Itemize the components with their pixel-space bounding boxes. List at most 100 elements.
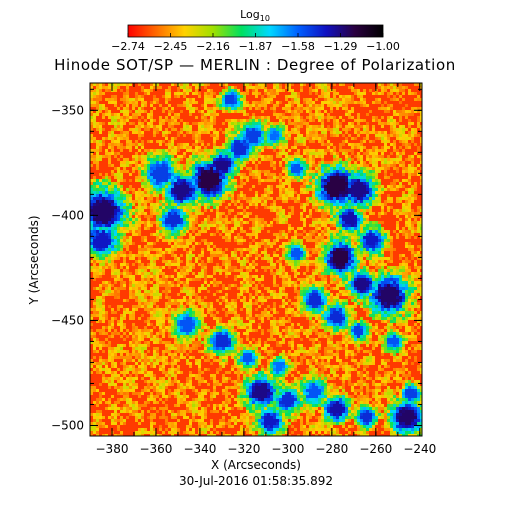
heatmap-cell bbox=[288, 179, 291, 182]
heatmap-cell bbox=[309, 110, 312, 113]
heatmap-cell bbox=[99, 197, 102, 200]
heatmap-cell bbox=[393, 125, 396, 128]
heatmap-cell bbox=[168, 179, 171, 182]
heatmap-cell bbox=[210, 125, 213, 128]
heatmap-cell bbox=[129, 173, 132, 176]
heatmap-cell bbox=[345, 269, 348, 272]
heatmap-cell bbox=[321, 212, 324, 215]
heatmap-cell bbox=[300, 185, 303, 188]
heatmap-cell bbox=[348, 194, 351, 197]
heatmap-cell bbox=[255, 134, 258, 137]
heatmap-cell bbox=[345, 125, 348, 128]
heatmap-cell bbox=[261, 104, 264, 107]
heatmap-cell bbox=[117, 218, 120, 221]
heatmap-cell bbox=[234, 200, 237, 203]
heatmap-cell bbox=[180, 185, 183, 188]
heatmap-cell bbox=[294, 101, 297, 104]
heatmap-cell bbox=[324, 86, 327, 89]
heatmap-cell bbox=[123, 113, 126, 116]
heatmap-cell bbox=[324, 215, 327, 218]
heatmap-cell bbox=[96, 218, 99, 221]
heatmap-cell bbox=[96, 155, 99, 158]
heatmap-cell bbox=[213, 122, 216, 125]
heatmap-cell bbox=[195, 101, 198, 104]
heatmap-cell bbox=[339, 104, 342, 107]
heatmap-cell bbox=[141, 101, 144, 104]
heatmap-cell bbox=[348, 122, 351, 125]
heatmap-cell bbox=[312, 233, 315, 236]
heatmap-cell bbox=[348, 134, 351, 137]
heatmap-cell bbox=[228, 173, 231, 176]
heatmap-cell bbox=[225, 158, 228, 161]
heatmap-cell bbox=[165, 251, 168, 254]
heatmap-cell bbox=[339, 233, 342, 236]
heatmap-cell bbox=[357, 182, 360, 185]
heatmap-cell bbox=[297, 152, 300, 155]
heatmap-cell bbox=[210, 200, 213, 203]
heatmap-cell bbox=[384, 173, 387, 176]
heatmap-cell bbox=[189, 158, 192, 161]
heatmap-cell bbox=[147, 170, 150, 173]
heatmap-cell bbox=[351, 188, 354, 191]
heatmap-cell bbox=[306, 98, 309, 101]
heatmap-cell bbox=[255, 257, 258, 260]
heatmap-cell bbox=[177, 158, 180, 161]
heatmap-cell bbox=[408, 137, 411, 140]
heatmap-cell bbox=[258, 125, 261, 128]
heatmap-cell bbox=[177, 230, 180, 233]
heatmap-cell bbox=[198, 140, 201, 143]
heatmap-cell bbox=[180, 230, 183, 233]
heatmap-cell bbox=[360, 215, 363, 218]
heatmap-cell bbox=[150, 170, 153, 173]
heatmap-cell bbox=[345, 104, 348, 107]
heatmap-cell bbox=[393, 140, 396, 143]
heatmap-cell bbox=[177, 176, 180, 179]
heatmap-cell bbox=[117, 227, 120, 230]
heatmap-cell bbox=[345, 242, 348, 245]
heatmap-cell bbox=[339, 164, 342, 167]
heatmap-cell bbox=[129, 197, 132, 200]
heatmap-cell bbox=[156, 155, 159, 158]
heatmap-cell bbox=[147, 179, 150, 182]
heatmap-cell bbox=[207, 260, 210, 263]
heatmap-cell bbox=[156, 224, 159, 227]
heatmap-cell bbox=[393, 269, 396, 272]
heatmap-cell bbox=[237, 131, 240, 134]
heatmap-cell bbox=[411, 131, 414, 134]
heatmap-cell bbox=[357, 128, 360, 131]
heatmap-cell bbox=[381, 260, 384, 263]
heatmap-cell bbox=[387, 194, 390, 197]
heatmap-cell bbox=[375, 191, 378, 194]
heatmap-cell bbox=[114, 248, 117, 251]
heatmap-cell bbox=[237, 242, 240, 245]
heatmap-cell bbox=[186, 230, 189, 233]
heatmap-cell bbox=[327, 170, 330, 173]
heatmap-cell bbox=[303, 260, 306, 263]
heatmap-cell bbox=[390, 128, 393, 131]
heatmap-cell bbox=[111, 272, 114, 275]
heatmap-cell bbox=[285, 155, 288, 158]
heatmap-cell bbox=[411, 107, 414, 110]
heatmap-cell bbox=[96, 245, 99, 248]
heatmap-cell bbox=[276, 134, 279, 137]
heatmap-cell bbox=[348, 197, 351, 200]
heatmap-cell bbox=[348, 95, 351, 98]
heatmap-cell bbox=[384, 233, 387, 236]
heatmap-cell bbox=[96, 200, 99, 203]
heatmap-cell bbox=[168, 266, 171, 269]
heatmap-cell bbox=[216, 107, 219, 110]
heatmap-cell bbox=[150, 155, 153, 158]
heatmap-cell bbox=[351, 122, 354, 125]
heatmap-cell bbox=[342, 98, 345, 101]
heatmap-cell bbox=[183, 164, 186, 167]
heatmap-cell bbox=[144, 251, 147, 254]
heatmap-cell bbox=[141, 206, 144, 209]
heatmap-cell bbox=[381, 152, 384, 155]
heatmap-cell bbox=[282, 200, 285, 203]
heatmap-cell bbox=[198, 194, 201, 197]
heatmap-cell bbox=[237, 101, 240, 104]
heatmap-cell bbox=[171, 161, 174, 164]
heatmap-cell bbox=[420, 86, 422, 89]
heatmap-cell bbox=[375, 170, 378, 173]
heatmap-cell bbox=[108, 260, 111, 263]
